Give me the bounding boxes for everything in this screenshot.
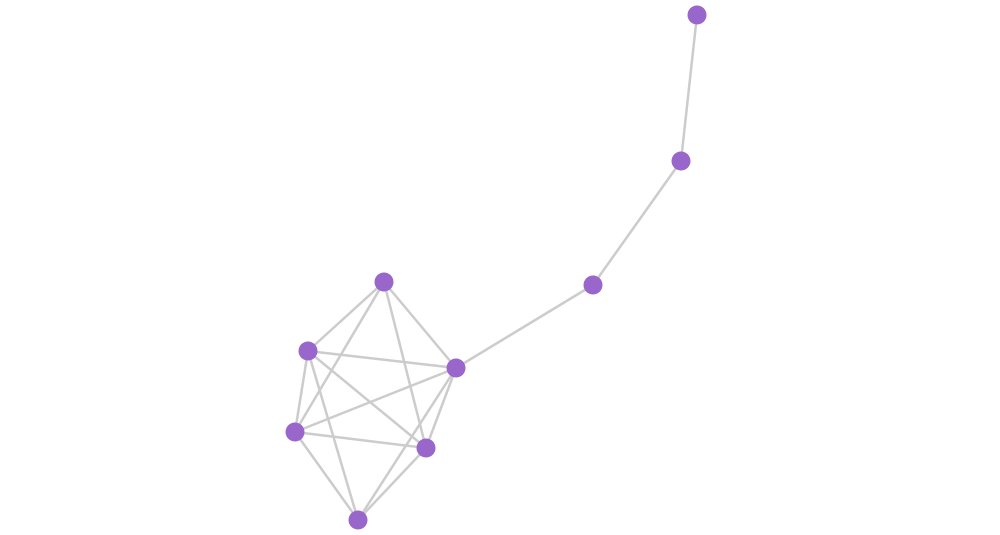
edge-A-B [679,14,699,162]
edge-E-F [307,281,385,352]
edge-F-H [307,350,427,449]
edge-D-H [424,367,458,449]
node-C[interactable] [583,275,603,295]
edge-E-D [383,281,457,369]
node-H[interactable] [416,438,436,458]
node-D[interactable] [446,358,466,378]
edge-E-H [382,281,428,449]
edge-D-I [356,367,458,521]
edge-E-G [293,281,386,433]
edge-B-C [591,160,683,286]
nodes-layer [285,5,707,530]
edge-D-G [294,366,457,434]
node-E[interactable] [374,272,394,292]
node-B[interactable] [671,151,691,171]
node-G[interactable] [285,422,305,442]
edge-G-H [294,430,427,450]
edge-H-I [357,447,427,521]
node-F[interactable] [298,341,318,361]
edges-layer [293,14,699,521]
edge-F-D [307,349,457,370]
node-A[interactable] [687,5,707,25]
edge-G-I [293,431,360,521]
node-I[interactable] [348,510,368,530]
edge-C-D [455,283,594,370]
edge-F-G [293,350,310,433]
